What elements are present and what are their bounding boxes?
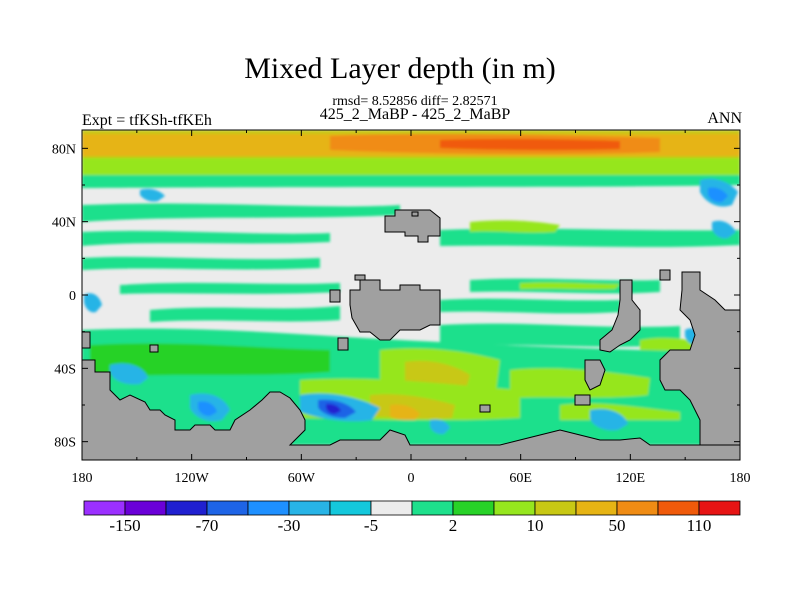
colorbar-swatch <box>575 500 618 516</box>
colorbar <box>83 500 741 516</box>
colorbar-label: 10 <box>526 516 544 535</box>
colorbar-swatch <box>165 500 208 516</box>
land-masses <box>82 209 740 460</box>
x-tick-label: 0 <box>408 471 415 486</box>
y-tick-label: 40S <box>54 362 76 377</box>
colorbar-label: 50 <box>608 516 626 535</box>
y-tick-label: 40N <box>52 216 76 231</box>
stats-subtitle: rmsd= 8.52856 diff= 2.82571 <box>332 94 498 109</box>
runs-subtitle: 425_2_MaBP - 425_2_MaBP <box>319 106 511 123</box>
x-tick-label: 60W <box>288 471 316 486</box>
colorbar-label: 110 <box>686 516 712 535</box>
colorbar-swatch <box>288 500 331 516</box>
colorbar-swatch <box>329 500 372 516</box>
chart-title: Mixed Layer depth (in m) <box>244 52 556 85</box>
x-tick-label: 60E <box>509 471 532 486</box>
x-tick-label: 180 <box>730 471 751 486</box>
colorbar-swatch <box>616 500 659 516</box>
x-axis: 180 120W 60W 0 60E 120E 180 <box>72 130 751 486</box>
colorbar-swatch <box>452 500 495 516</box>
x-tick-label: 180 <box>72 471 93 486</box>
colorbar-label: -70 <box>195 516 219 535</box>
y-axis: 80N 40N 0 40S 80S <box>52 142 740 451</box>
colorbar-swatch <box>83 500 126 516</box>
x-tick-label: 120W <box>175 471 210 486</box>
colorbar-swatch <box>370 500 413 516</box>
season-label: ANN <box>707 110 742 127</box>
map-plot-area <box>82 130 740 460</box>
colorbar-swatch <box>698 500 741 516</box>
y-tick-label: 80S <box>54 436 76 451</box>
colorbar-label: -30 <box>277 516 301 535</box>
colorbar-label: 2 <box>448 516 458 535</box>
colorbar-label: -150 <box>109 516 141 535</box>
colorbar-swatch <box>206 500 249 516</box>
y-tick-label: 80N <box>52 142 76 157</box>
colorbar-swatch <box>247 500 290 516</box>
x-tick-label: 120E <box>616 471 646 486</box>
experiment-label: Expt = tfKSh-tfKEh <box>82 112 212 129</box>
colorbar-swatch <box>411 500 454 516</box>
colorbar-swatch <box>657 500 700 516</box>
y-tick-label: 0 <box>69 289 76 304</box>
colorbar-swatch <box>534 500 577 516</box>
colorbar-swatch <box>124 500 167 516</box>
colorbar-swatch <box>493 500 536 516</box>
colorbar-label: -5 <box>363 516 379 535</box>
